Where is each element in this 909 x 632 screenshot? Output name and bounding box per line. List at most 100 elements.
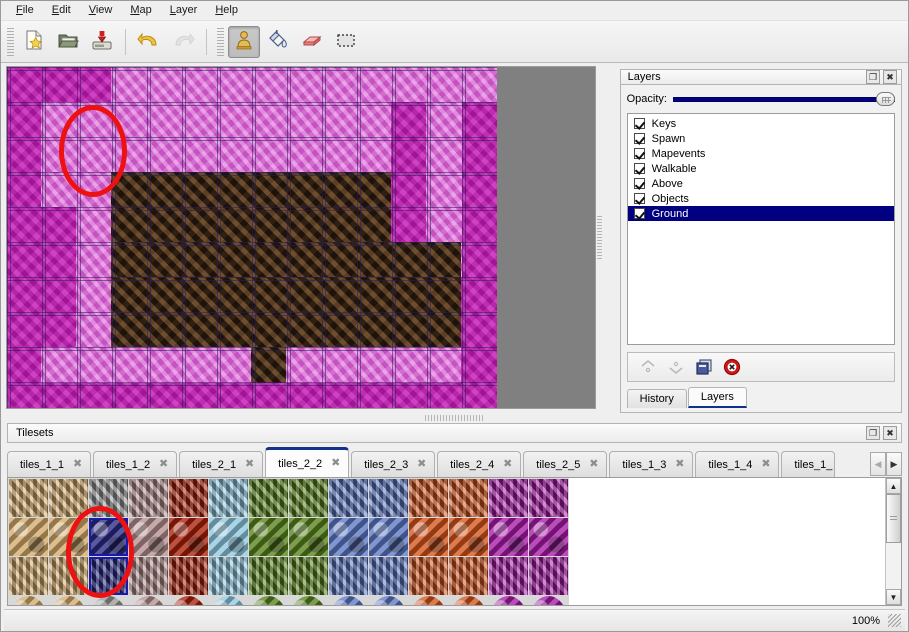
scroll-tabs-left-button[interactable]: ◀ — [870, 452, 886, 476]
close-tab-icon[interactable]: ✖ — [761, 458, 771, 470]
close-tab-icon[interactable]: ✖ — [417, 458, 427, 470]
duplicate-layer-button[interactable] — [692, 355, 716, 379]
float-dock-icon[interactable]: ❐ — [866, 70, 880, 84]
tile-cell[interactable] — [529, 518, 568, 556]
tile-cell[interactable] — [129, 479, 168, 517]
layer-visibility-checkbox[interactable] — [633, 178, 645, 189]
tab-layers[interactable]: Layers — [687, 387, 747, 408]
tile-cell[interactable] — [89, 518, 128, 556]
tile-cell[interactable] — [449, 479, 488, 517]
tile-cell[interactable] — [449, 557, 488, 595]
tile-cell[interactable] — [209, 518, 248, 556]
tile-cell[interactable] — [209, 557, 248, 595]
tile-cell[interactable] — [49, 557, 88, 595]
layer-row[interactable]: Keys — [628, 116, 894, 131]
tile-cell[interactable] — [89, 596, 128, 605]
new-file-button[interactable] — [18, 26, 50, 58]
scroll-tabs-right-button[interactable]: ▶ — [886, 452, 902, 476]
stamp-tool-button[interactable] — [228, 25, 260, 58]
tile-cell[interactable] — [169, 479, 208, 517]
fill-bucket-button[interactable] — [262, 26, 294, 58]
tile-cell[interactable] — [409, 479, 448, 517]
tileset-tab[interactable]: tiles_1_2 ✖ — [93, 451, 178, 477]
layer-visibility-checkbox[interactable] — [633, 193, 645, 204]
tile-cell[interactable] — [169, 596, 208, 605]
tileset-tab[interactable]: tiles_1_ — [781, 451, 836, 477]
layer-row[interactable]: Spawn — [628, 131, 894, 146]
tileset-vertical-scrollbar[interactable]: ▲ ▼ — [885, 478, 901, 605]
map-tiles[interactable] — [7, 67, 497, 408]
tileset-tab[interactable]: tiles_1_3 ✖ — [609, 451, 694, 477]
tile-cell[interactable] — [449, 518, 488, 556]
tile-cell[interactable] — [369, 479, 408, 517]
scroll-up-button[interactable]: ▲ — [886, 478, 901, 494]
layer-row[interactable]: Objects — [628, 191, 894, 206]
close-dock-icon[interactable]: ✖ — [883, 426, 897, 440]
tile-cell[interactable] — [249, 596, 288, 605]
map-canvas[interactable] — [6, 66, 596, 409]
layer-visibility-checkbox[interactable] — [633, 163, 645, 174]
tile-grid-scrollview[interactable] — [8, 478, 885, 605]
tile-cell[interactable] — [169, 557, 208, 595]
layer-row[interactable]: Walkable — [628, 161, 894, 176]
scrollbar-thumb[interactable] — [886, 494, 901, 544]
tileset-tab[interactable]: tiles_1_4 ✖ — [695, 451, 780, 477]
layer-visibility-checkbox[interactable] — [633, 118, 645, 129]
tile-cell[interactable] — [529, 479, 568, 517]
horizontal-splitter[interactable] — [1, 413, 908, 423]
layer-list[interactable]: Keys Spawn Mapevents Walkable — [626, 113, 895, 345]
layer-row[interactable]: Mapevents — [628, 146, 894, 161]
menu-help[interactable]: Help — [206, 2, 247, 19]
scroll-down-button[interactable]: ▼ — [886, 589, 901, 605]
layer-row[interactable]: Above — [628, 176, 894, 191]
tile-cell[interactable] — [329, 518, 368, 556]
tile-cell[interactable] — [129, 557, 168, 595]
menu-layer[interactable]: Layer — [161, 2, 207, 19]
tile-cell[interactable] — [249, 557, 288, 595]
tile-cell[interactable] — [209, 596, 248, 605]
tile-cell[interactable] — [489, 557, 528, 595]
tab-history[interactable]: History — [626, 389, 687, 408]
tile-cell[interactable] — [529, 557, 568, 595]
tile-cell[interactable] — [289, 596, 328, 605]
menu-edit[interactable]: Edit — [43, 2, 80, 19]
layer-visibility-checkbox[interactable] — [633, 133, 645, 144]
layer-visibility-checkbox[interactable] — [633, 208, 645, 219]
tile-cell[interactable] — [9, 557, 48, 595]
close-tab-icon[interactable]: ✖ — [245, 458, 255, 470]
toolbar-grip-2[interactable] — [217, 27, 224, 56]
select-region-button[interactable] — [330, 26, 362, 58]
close-dock-icon[interactable]: ✖ — [883, 70, 897, 84]
tile-cell[interactable] — [249, 479, 288, 517]
delete-layer-button[interactable] — [720, 355, 744, 379]
close-tab-icon[interactable]: ✖ — [503, 458, 513, 470]
move-layer-down-button[interactable] — [664, 355, 688, 379]
tileset-tab[interactable]: tiles_2_4 ✖ — [437, 451, 522, 477]
tile-cell[interactable] — [89, 479, 128, 517]
close-tab-icon[interactable]: ✖ — [331, 457, 341, 469]
tile-cell[interactable] — [49, 479, 88, 517]
tile-cell[interactable] — [249, 518, 288, 556]
tile-cell[interactable] — [209, 479, 248, 517]
opacity-slider[interactable] — [672, 91, 895, 107]
tile-cell[interactable] — [289, 557, 328, 595]
tile-cell[interactable] — [489, 518, 528, 556]
tile-cell[interactable] — [169, 518, 208, 556]
tile-cell[interactable] — [489, 479, 528, 517]
tile-cell[interactable] — [9, 479, 48, 517]
toolbar-grip-1[interactable] — [7, 27, 14, 56]
tileset-tab[interactable]: tiles_2_3 ✖ — [351, 451, 436, 477]
tile-cell[interactable] — [329, 479, 368, 517]
tile-cell[interactable] — [489, 596, 528, 605]
tile-cell[interactable] — [49, 518, 88, 556]
tileset-tab[interactable]: tiles_1_1 ✖ — [7, 451, 92, 477]
scrollbar-trough[interactable] — [886, 494, 901, 589]
layer-visibility-checkbox[interactable] — [633, 148, 645, 159]
tile-cell[interactable] — [289, 518, 328, 556]
tile-cell[interactable] — [49, 596, 88, 605]
tile-cell[interactable] — [89, 557, 128, 595]
tile-cell[interactable] — [129, 596, 168, 605]
undo-button[interactable] — [133, 26, 165, 58]
open-file-button[interactable] — [52, 26, 84, 58]
close-tab-icon[interactable]: ✖ — [72, 458, 83, 470]
